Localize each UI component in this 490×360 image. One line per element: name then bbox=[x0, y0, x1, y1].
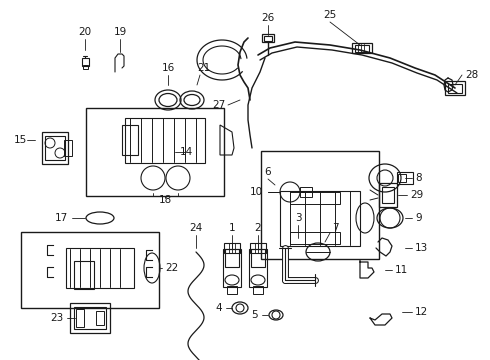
Bar bbox=[379, 183, 397, 207]
Bar bbox=[96, 311, 104, 325]
Text: 10: 10 bbox=[250, 187, 263, 197]
Bar bbox=[280, 190, 360, 246]
Text: 2: 2 bbox=[255, 223, 261, 233]
Text: 29: 29 bbox=[410, 190, 423, 200]
Bar bbox=[74, 261, 94, 289]
Bar bbox=[76, 309, 84, 327]
Text: 16: 16 bbox=[161, 63, 174, 73]
Text: 9: 9 bbox=[415, 213, 421, 223]
Bar bbox=[300, 187, 312, 197]
Bar bbox=[262, 34, 274, 42]
Bar bbox=[250, 243, 266, 253]
Text: 6: 6 bbox=[265, 167, 271, 177]
Text: 20: 20 bbox=[78, 27, 92, 37]
Text: 13: 13 bbox=[415, 243, 428, 253]
Bar bbox=[448, 84, 462, 93]
Bar bbox=[42, 132, 68, 164]
Text: 1: 1 bbox=[229, 223, 235, 233]
Bar bbox=[74, 307, 106, 329]
Bar bbox=[355, 45, 369, 51]
Bar bbox=[445, 81, 465, 95]
Bar bbox=[81, 58, 89, 66]
Bar bbox=[86, 108, 224, 196]
Text: 17: 17 bbox=[55, 213, 68, 223]
Bar bbox=[352, 43, 372, 53]
Text: 22: 22 bbox=[165, 263, 178, 273]
Text: 18: 18 bbox=[158, 195, 172, 205]
Bar bbox=[261, 151, 379, 259]
Bar bbox=[397, 172, 413, 184]
Bar bbox=[125, 117, 205, 162]
Bar bbox=[70, 303, 110, 333]
Bar bbox=[398, 174, 406, 182]
Text: 25: 25 bbox=[323, 10, 337, 20]
Bar bbox=[66, 248, 134, 288]
Text: 24: 24 bbox=[189, 223, 203, 233]
Bar bbox=[45, 136, 65, 160]
Text: 19: 19 bbox=[113, 27, 126, 37]
Bar bbox=[290, 192, 340, 204]
Text: 12: 12 bbox=[415, 307, 428, 317]
Bar bbox=[64, 140, 72, 156]
Bar bbox=[21, 232, 159, 308]
Bar bbox=[82, 65, 88, 69]
Text: 5: 5 bbox=[251, 310, 258, 320]
Text: 14: 14 bbox=[180, 147, 193, 157]
Text: 21: 21 bbox=[197, 63, 211, 73]
Text: 26: 26 bbox=[261, 13, 274, 23]
Text: 3: 3 bbox=[294, 213, 301, 223]
Bar bbox=[122, 125, 138, 155]
Bar bbox=[251, 249, 265, 267]
Text: 27: 27 bbox=[212, 100, 225, 110]
Text: 7: 7 bbox=[332, 223, 338, 233]
Bar bbox=[227, 286, 237, 294]
Text: 15: 15 bbox=[13, 135, 26, 145]
Bar bbox=[223, 249, 241, 287]
Bar bbox=[290, 232, 340, 244]
Bar bbox=[253, 286, 263, 294]
Text: 23: 23 bbox=[50, 313, 63, 323]
Bar bbox=[224, 243, 240, 253]
Bar bbox=[225, 249, 239, 267]
Text: 11: 11 bbox=[395, 265, 408, 275]
Bar bbox=[382, 187, 394, 203]
Text: 28: 28 bbox=[465, 70, 478, 80]
Bar bbox=[249, 249, 267, 287]
Bar bbox=[264, 36, 272, 41]
Text: 8: 8 bbox=[415, 173, 421, 183]
Text: 4: 4 bbox=[216, 303, 222, 313]
